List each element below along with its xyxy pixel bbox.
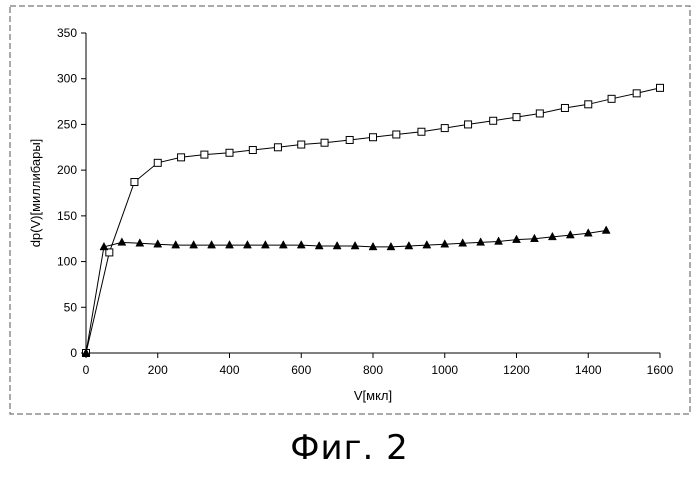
data-point	[633, 90, 640, 97]
data-point	[201, 151, 208, 158]
data-point	[298, 141, 305, 148]
x-tick-label: 0	[83, 363, 90, 377]
data-point	[315, 242, 323, 250]
data-point	[208, 241, 216, 249]
data-point	[561, 104, 568, 111]
y-axis-title: dp(V)[миллибары]	[28, 139, 43, 248]
data-point	[490, 117, 497, 124]
data-point	[513, 235, 521, 243]
data-point	[226, 149, 233, 156]
data-point	[249, 147, 256, 154]
data-point	[585, 101, 592, 108]
data-point	[351, 242, 359, 250]
data-point	[274, 144, 281, 151]
data-point	[369, 242, 377, 250]
data-point	[657, 84, 664, 91]
x-tick-label: 1200	[503, 363, 530, 377]
data-point	[136, 239, 144, 247]
data-point	[477, 238, 485, 246]
data-point	[370, 134, 377, 141]
data-point	[405, 242, 413, 250]
y-tick-label: 150	[57, 209, 77, 223]
data-point	[513, 114, 520, 121]
data-point	[387, 242, 395, 250]
data-point	[154, 240, 162, 248]
x-tick-label: 1000	[431, 363, 458, 377]
data-point	[261, 241, 269, 249]
data-point	[441, 125, 448, 132]
data-point	[178, 154, 185, 161]
figure-caption: Фиг. 2	[0, 428, 699, 468]
data-point	[393, 131, 400, 138]
y-tick-label: 50	[64, 300, 78, 314]
data-point	[297, 241, 305, 249]
x-tick-label: 400	[219, 363, 239, 377]
data-point	[459, 239, 467, 247]
y-tick-label: 100	[57, 255, 77, 269]
x-tick-label: 600	[291, 363, 311, 377]
y-tick-label: 350	[57, 26, 77, 40]
data-point	[118, 238, 126, 246]
data-point	[190, 241, 198, 249]
data-point	[333, 242, 341, 250]
data-point	[423, 241, 431, 249]
y-tick-label: 0	[70, 346, 77, 360]
data-point	[418, 128, 425, 135]
data-point	[154, 159, 161, 166]
x-tick-label: 800	[363, 363, 383, 377]
series-1	[83, 84, 664, 356]
x-tick-label: 1600	[647, 363, 674, 377]
data-point	[279, 241, 287, 249]
series-line	[86, 88, 660, 353]
data-point	[226, 241, 234, 249]
y-tick-label: 250	[57, 117, 77, 131]
data-point	[608, 95, 615, 102]
data-point	[441, 240, 449, 248]
x-axis-title: V[мкл]	[354, 388, 392, 403]
data-point	[465, 121, 472, 128]
data-point	[321, 139, 328, 146]
data-point	[243, 241, 251, 249]
x-tick-label: 200	[148, 363, 168, 377]
y-tick-label: 200	[57, 163, 77, 177]
data-point	[536, 110, 543, 117]
x-tick-label: 1400	[575, 363, 602, 377]
data-point	[346, 136, 353, 143]
y-tick-label: 300	[57, 72, 77, 86]
series-line	[86, 231, 606, 354]
data-point	[172, 241, 180, 249]
data-point	[602, 226, 610, 234]
series-2	[82, 226, 610, 356]
data-point	[131, 179, 138, 186]
